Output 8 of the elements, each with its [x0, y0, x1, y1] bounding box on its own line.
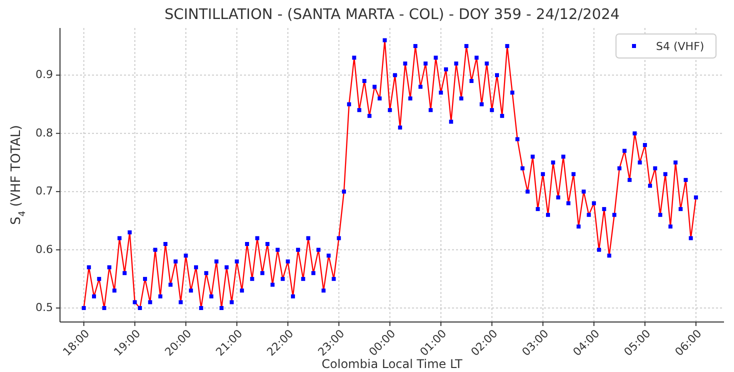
legend-label: S4 (VHF) [656, 40, 704, 53]
chart-title: SCINTILLATION - (SANTA MARTA - COL) - DOY 359 - 24/12/2024 [164, 7, 620, 23]
y-tick-label: 0.8 [36, 126, 53, 140]
y-tick-label: 0.5 [36, 301, 53, 314]
x-axis-title: Colombia Local Time LT [322, 357, 463, 371]
y-tick-label: 0.7 [36, 184, 53, 198]
y-tick-label: 0.9 [36, 68, 53, 82]
y-tick-label: 0.6 [36, 242, 53, 256]
